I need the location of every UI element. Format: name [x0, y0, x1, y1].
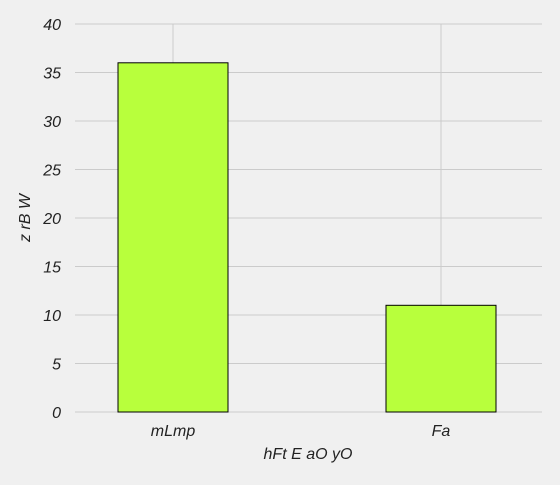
y-axis-label: z rB W	[17, 192, 34, 243]
y-tick-label: 10	[43, 308, 61, 325]
bar-mlmp	[117, 62, 229, 413]
x-tick-label: Fa	[432, 423, 451, 440]
x-tick-labels: mLmp Fa	[151, 423, 451, 440]
y-tick-labels: 0 5 10 15 20 25 30 35 40	[42, 17, 61, 422]
y-tick-label: 35	[43, 66, 61, 83]
y-tick-label: 40	[43, 17, 61, 34]
y-tick-label: 20	[42, 211, 61, 228]
x-axis-label: hFt E aO yO	[264, 446, 353, 463]
y-tick-label: 30	[43, 114, 61, 131]
bar-fa	[385, 304, 497, 413]
y-tick-label: 0	[52, 405, 61, 422]
x-tick-label: mLmp	[151, 423, 196, 440]
y-tick-label: 25	[42, 163, 61, 180]
bar-layer	[117, 62, 497, 413]
y-tick-label: 15	[43, 260, 61, 277]
y-tick-label: 5	[52, 357, 61, 374]
